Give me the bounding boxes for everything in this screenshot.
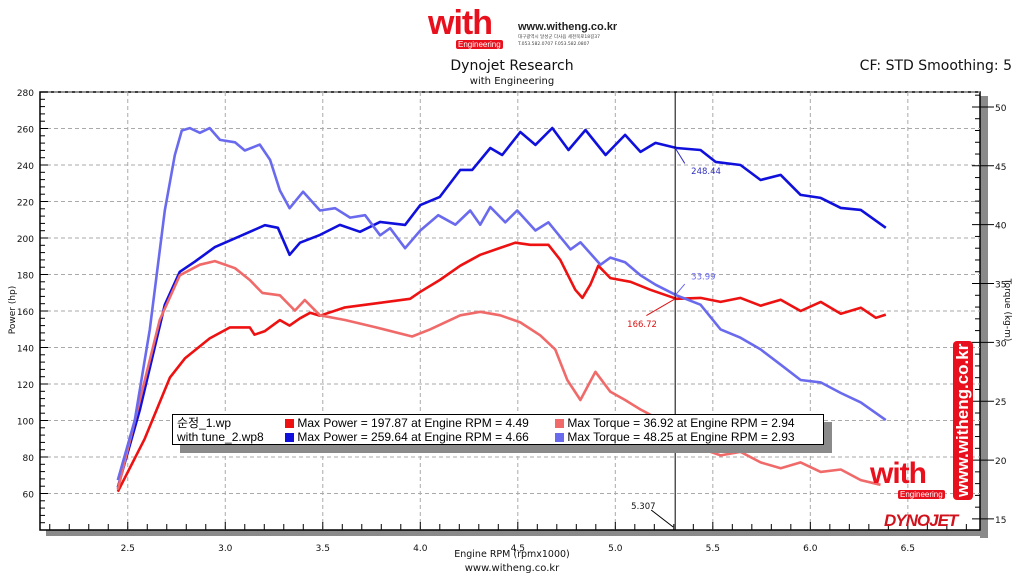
cursor-value-label: 33.99 [691,272,715,282]
with-logo-subtext: Engineering [456,40,503,49]
chart-subtitle: with Engineering [469,76,555,87]
cursor-value-pointer [674,283,686,296]
cursor-value-label: 166.72 [627,320,657,330]
watermark-with-subtext: Engineering [898,490,945,499]
x-tick-label: 3.0 [218,544,233,554]
x-tick-label: 6.5 [901,544,915,554]
plot-shadow-bottom [46,530,988,536]
y2-tick-label: 45 [995,163,1006,173]
x-tick-label: 4.5 [511,544,525,554]
dynojet-logo: DYNOJET [884,511,958,530]
cursor-value-label: 22.81 [695,442,719,452]
x-tick-label: 6.0 [803,544,818,554]
series-line-0 [116,241,887,493]
plot-shadow-right [980,96,988,538]
cursor-rpm-label: 5.307 [631,502,655,512]
legend-swatch-power [285,419,294,429]
legend-torque-text: Max Torque = 36.92 at Engine RPM = 2.94 [567,416,795,430]
legend-file-name: with tune_2.wp8 [177,430,264,444]
legend-swatch-torque [555,419,564,429]
x-tick-label: 4.0 [413,544,428,554]
y-tick-label: 120 [17,381,34,391]
y-tick-label: 140 [17,345,34,355]
y-tick-label: 200 [17,235,34,245]
header-address: 대구광역시 달성군 다사읍 세천북로18길37 [518,35,600,40]
x-axis-label: Engine RPM (rpmx1000) [454,549,570,560]
legend-torque-text: Max Torque = 48.25 at Engine RPM = 2.93 [567,430,795,444]
legend-file-name: 순정_1.wp [177,416,232,430]
cursor-value-pointer [674,147,686,164]
y-tick-label: 80 [23,454,35,464]
y2-axis-label: Torque (kg-m) [1002,278,1012,342]
y2-tick-label: 35 [995,281,1006,291]
legend-swatch-power [285,433,294,443]
cursor-arrow [650,509,674,528]
header-website: www.witheng.co.kr [518,21,618,33]
footer-website: www.witheng.co.kr [464,563,560,574]
x-tick-label: 5.0 [608,544,623,554]
with-logo: with [428,4,493,42]
series-line-2 [116,259,881,490]
watermark-vertical-site: www.witheng.co.kr [953,340,973,500]
correction-factor: CF: STD Smoothing: 5 [859,58,1012,74]
y2-tick-label: 20 [995,457,1007,467]
y2-tick-label: 40 [995,222,1007,232]
y-tick-label: 160 [17,308,34,318]
y-tick-label: 100 [17,418,34,428]
y2-tick-label: 25 [995,398,1006,408]
legend-swatch-torque [555,433,564,443]
watermark-with-logo: with [870,457,927,490]
cursor-value-pointer [646,298,676,317]
x-tick-label: 3.5 [316,544,330,554]
y-tick-label: 280 [17,89,34,99]
y-tick-label: 260 [17,126,34,136]
chart-title: Dynojet Research [450,58,574,74]
y-axis-label: Power (hp) [8,286,18,335]
header-phone: T.053.582.0707 F.053.582.0807 [518,42,590,47]
y2-tick-label: 30 [995,339,1007,349]
x-tick-label: 5.5 [706,544,720,554]
y2-tick-label: 15 [995,516,1006,526]
cursor-value-label: 248.44 [691,167,721,177]
y-tick-label: 60 [23,491,35,501]
series-line-1 [116,126,887,488]
x-tick-label: 2.5 [121,544,135,554]
y-tick-label: 220 [17,199,34,209]
y-tick-label: 240 [17,162,34,172]
y2-tick-label: 50 [995,104,1007,114]
y-tick-label: 180 [17,272,34,282]
series-line-3 [116,126,887,481]
legend: 순정_1.wp Max Power = 197.87 at Engine RPM… [172,414,824,445]
legend-power-text: Max Power = 197.87 at Engine RPM = 4.49 [297,416,529,430]
legend-power-text: Max Power = 259.64 at Engine RPM = 4.66 [297,430,529,444]
